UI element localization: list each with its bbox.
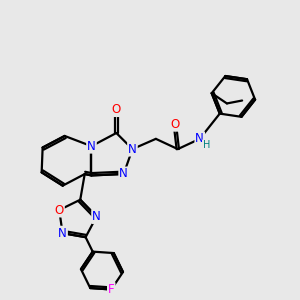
Text: O: O (112, 103, 121, 116)
Text: H: H (203, 140, 210, 150)
Text: O: O (55, 203, 64, 217)
Text: O: O (170, 118, 179, 131)
Text: N: N (58, 227, 67, 240)
Text: N: N (87, 140, 96, 153)
Text: N: N (128, 142, 137, 156)
Text: F: F (108, 283, 115, 296)
Text: N: N (119, 167, 128, 181)
Text: N: N (195, 132, 204, 146)
Text: N: N (92, 210, 101, 223)
